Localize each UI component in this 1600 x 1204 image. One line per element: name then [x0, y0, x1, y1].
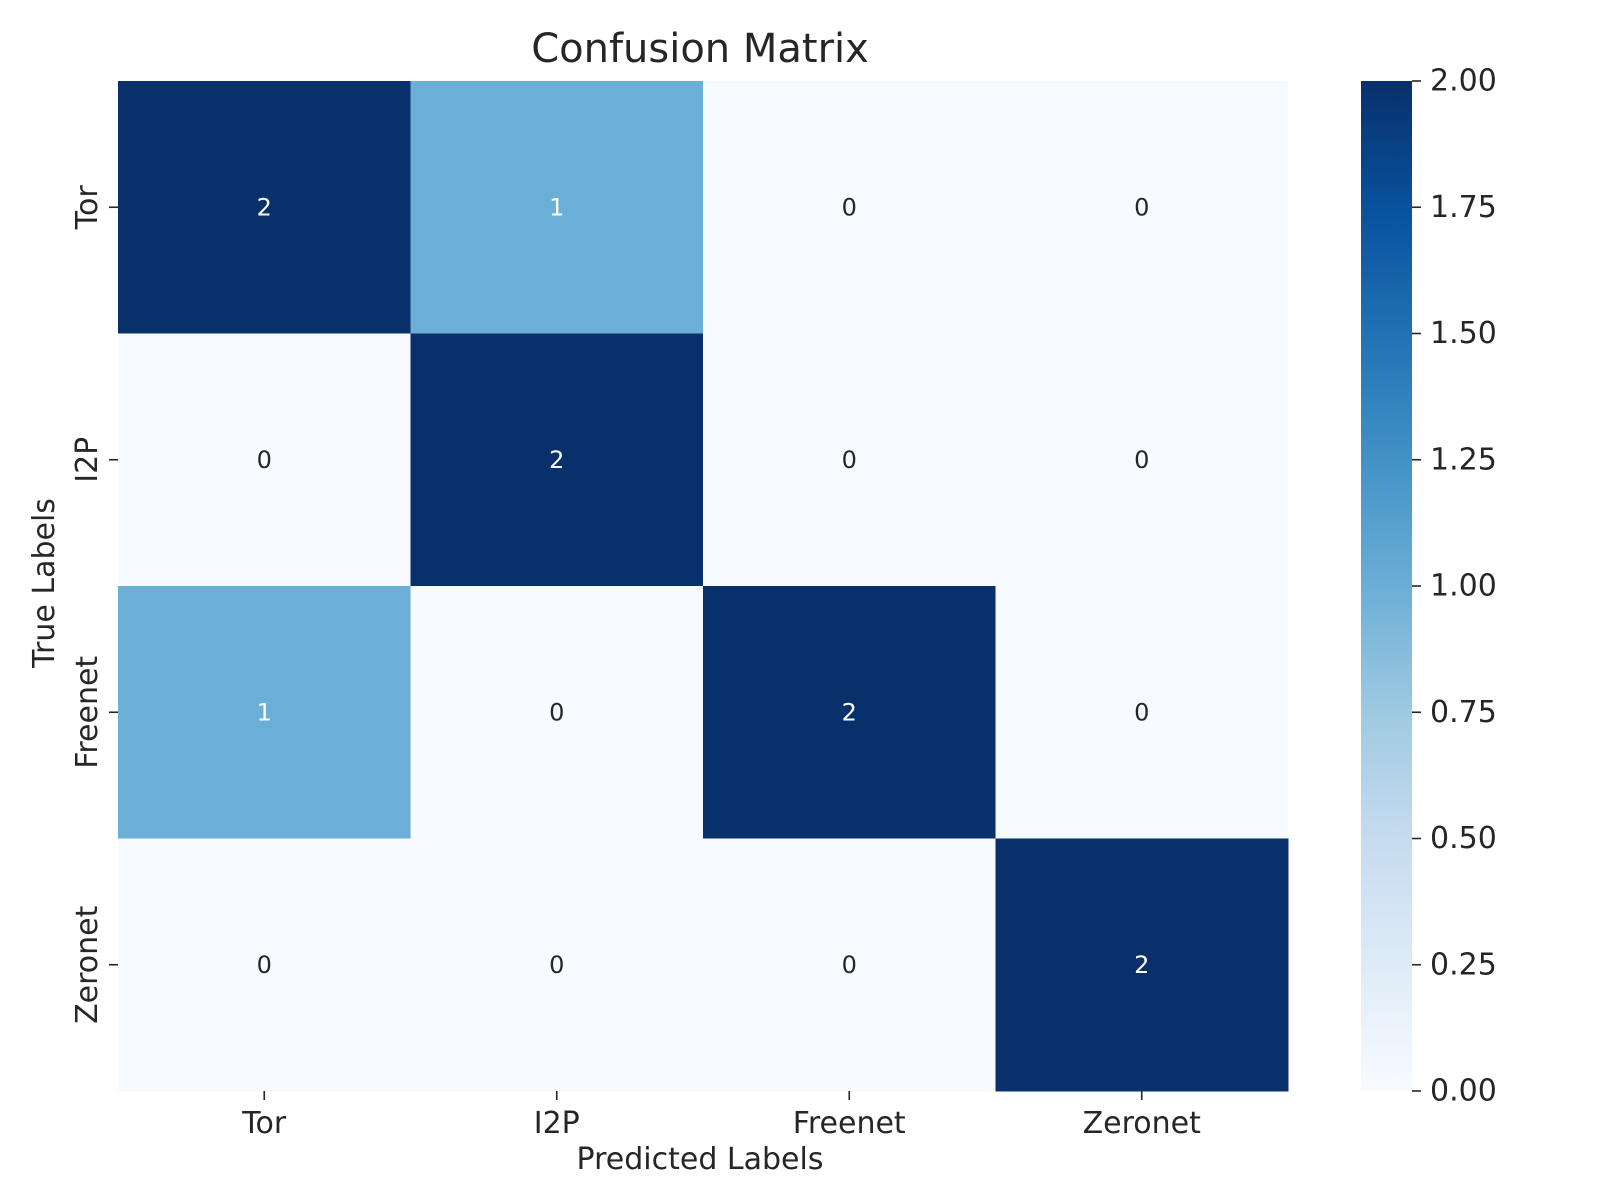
cell-annotation-2-2: 2 [842, 698, 857, 726]
cell-annotation-0-1: 1 [549, 193, 564, 221]
colorbar-tick-label-8: 2.00 [1430, 64, 1497, 99]
heatmap-cell-0-0 [118, 81, 411, 334]
heatmap-cell-2-1 [410, 586, 704, 839]
colorbar-tick-label-7: 1.75 [1430, 190, 1497, 225]
colorbar-gradient [1361, 81, 1412, 1091]
colorbar-tick-label-5: 1.25 [1430, 442, 1497, 477]
x-tick-label-2: Freenet [793, 1106, 906, 1141]
colorbar-tick-label-6: 1.50 [1430, 316, 1497, 351]
x-tick-label-3: Zeronet [1083, 1106, 1202, 1141]
y-tick-label-0: Tor [70, 185, 105, 231]
cell-annotation-0-3: 0 [1134, 193, 1149, 221]
colorbar: 0.00 0.25 0.50 0.75 1.00 1.25 1.50 1.75 2.00 [1361, 64, 1497, 1109]
colorbar-tick-label-2: 0.50 [1430, 821, 1497, 856]
heatmap-cell-1-3 [995, 333, 1289, 587]
cell-annotation-1-3: 0 [1134, 446, 1149, 474]
heatmap-cell-3-0 [118, 838, 411, 1092]
heatmap-cell-1-0 [118, 333, 411, 587]
y-axis: Tor I2P Freenet Zeronet [70, 185, 118, 1024]
cell-annotation-3-1: 0 [549, 951, 564, 979]
cell-annotation-3-3: 2 [1134, 951, 1149, 979]
cell-annotation-2-1: 0 [549, 698, 564, 726]
colorbar-tick-label-1: 0.25 [1430, 947, 1497, 982]
cell-annotation-2-0: 1 [257, 698, 272, 726]
cell-annotation-1-0: 0 [257, 446, 272, 474]
heatmap-cell-3-3 [995, 838, 1289, 1092]
x-axis-label: Predicted Labels [577, 1142, 824, 1177]
heatmap-cell-1-1 [410, 333, 704, 587]
cell-annotation-3-0: 0 [257, 951, 272, 979]
x-axis: Tor I2P Freenet Zeronet [241, 1091, 1201, 1141]
heatmap-cell-2-0 [118, 586, 411, 839]
heatmap-cell-3-2 [703, 838, 996, 1092]
heatmap-cell-0-3 [995, 81, 1289, 334]
heatmap-cell-2-3 [995, 586, 1289, 839]
colorbar-tick-label-0: 0.00 [1430, 1074, 1497, 1109]
cell-annotation-2-3: 0 [1134, 698, 1149, 726]
heatmap-cell-3-1 [410, 838, 704, 1092]
cell-annotation-0-2: 0 [842, 193, 857, 221]
y-axis-label: True Labels [27, 498, 62, 669]
cell-annotation-3-2: 0 [842, 951, 857, 979]
heatmap-cell-0-1 [410, 81, 704, 334]
colorbar-tick-label-4: 1.00 [1430, 569, 1497, 604]
cell-annotation-1-2: 0 [842, 446, 857, 474]
y-tick-label-2: Freenet [70, 656, 105, 769]
heatmap-cell-2-2 [703, 586, 996, 839]
y-tick-label-1: I2P [70, 437, 105, 483]
colorbar-tick-label-3: 0.75 [1430, 695, 1497, 730]
cell-annotation-0-0: 2 [257, 193, 272, 221]
heatmap-cell-0-2 [703, 81, 996, 334]
chart-title: Confusion Matrix [531, 26, 869, 72]
heatmap-cells [118, 81, 1289, 1092]
cell-annotation-1-1: 2 [549, 446, 564, 474]
x-tick-label-0: Tor [241, 1106, 287, 1141]
x-tick-label-1: I2P [534, 1106, 580, 1141]
y-tick-label-3: Zeronet [70, 905, 105, 1024]
heatmap-cell-1-2 [703, 333, 996, 587]
cell-annotations: 2 1 0 0 0 2 0 0 1 0 2 0 0 0 0 2 [257, 193, 1150, 979]
